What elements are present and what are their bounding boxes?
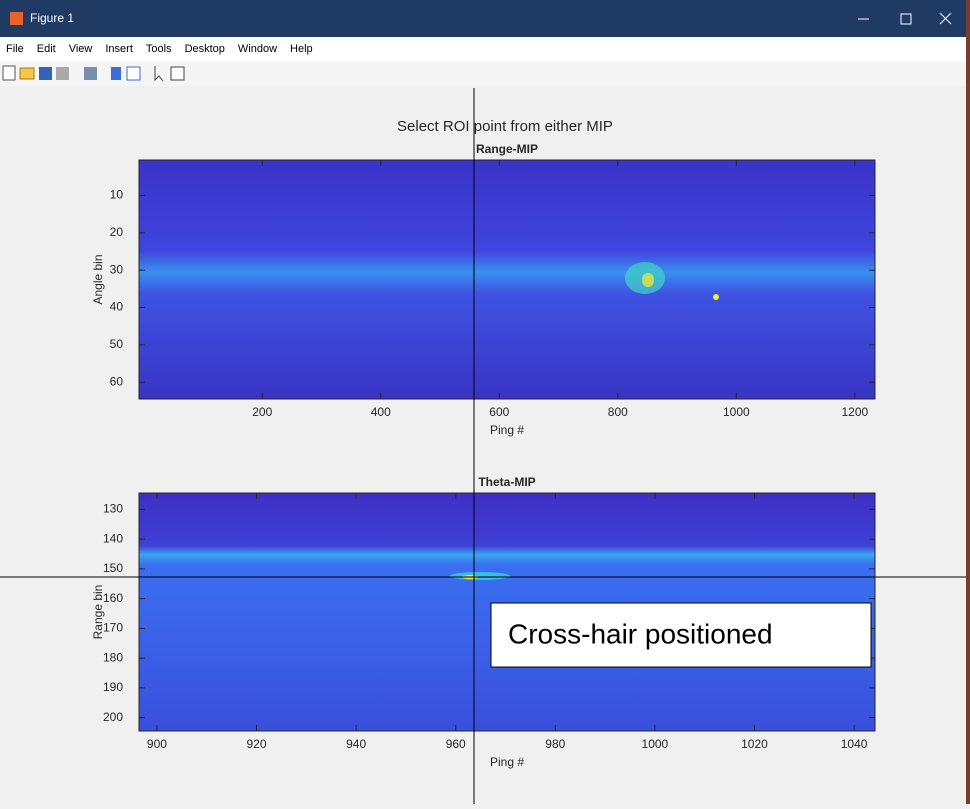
toolbar xyxy=(0,61,966,86)
x-tick-label: 200 xyxy=(252,405,272,419)
y-tick-label: 190 xyxy=(103,680,123,694)
x-tick-label: 400 xyxy=(371,405,391,419)
y-tick-label: 140 xyxy=(103,531,123,545)
x-tick-label: 1200 xyxy=(842,405,869,419)
y-tick-label: 130 xyxy=(103,502,123,516)
x-tick-label: 800 xyxy=(608,405,628,419)
x-tick-label: 1000 xyxy=(723,405,750,419)
x-tick-label: 1000 xyxy=(642,737,669,751)
x-tick-label: 1040 xyxy=(841,737,868,751)
menu-item[interactable]: Tools xyxy=(146,43,172,55)
y-tick-label: 10 xyxy=(110,188,124,202)
figure-title: Select ROI point from either MIP xyxy=(397,118,613,135)
y-tick-label: 40 xyxy=(110,300,124,314)
title-bar xyxy=(0,0,970,37)
y-tick-label: 50 xyxy=(110,337,124,351)
x-tick-label: 1020 xyxy=(741,737,768,751)
background-strip xyxy=(966,0,970,804)
x-tick-label: 940 xyxy=(346,737,366,751)
y-axis-label: Angle bin xyxy=(91,254,105,304)
y-tick-label: 170 xyxy=(103,621,123,635)
axes-title: Theta-MIP xyxy=(478,475,535,489)
y-tick-label: 60 xyxy=(110,374,124,388)
menu-item[interactable]: View xyxy=(69,43,93,55)
y-tick-label: 150 xyxy=(103,561,123,575)
x-tick-label: 600 xyxy=(489,405,509,419)
x-tick-label: 980 xyxy=(545,737,565,751)
axes-title: Range-MIP xyxy=(476,142,538,156)
window: Figure 1 Select ROI point from either MI… xyxy=(0,0,970,804)
x-tick-label: 960 xyxy=(446,737,466,751)
y-tick-label: 200 xyxy=(103,710,123,724)
window-title: Figure 1 xyxy=(30,11,74,25)
menu-item[interactable]: Window xyxy=(238,43,277,55)
menu-item[interactable]: Insert xyxy=(105,43,133,55)
y-tick-label: 20 xyxy=(110,225,124,239)
x-tick-label: 920 xyxy=(247,737,267,751)
x-axis-label: Ping # xyxy=(490,423,524,437)
y-tick-label: 160 xyxy=(103,591,123,605)
y-tick-label: 30 xyxy=(110,262,124,276)
menu-item[interactable]: Edit xyxy=(37,43,56,55)
x-tick-label: 900 xyxy=(147,737,167,751)
annotation-text: Cross-hair positioned xyxy=(508,618,773,649)
menu-item[interactable]: Desktop xyxy=(185,43,225,55)
menu-item[interactable]: File xyxy=(6,43,24,55)
y-tick-label: 180 xyxy=(103,650,123,664)
app-icon xyxy=(10,12,23,25)
menu-item[interactable]: Help xyxy=(290,43,313,55)
x-axis-label: Ping # xyxy=(490,755,524,769)
